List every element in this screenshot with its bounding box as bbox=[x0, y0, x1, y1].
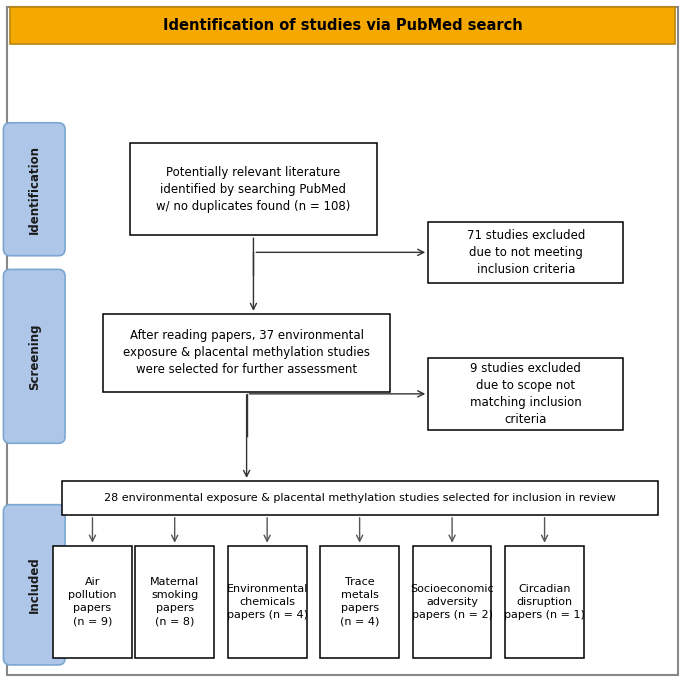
FancyBboxPatch shape bbox=[3, 123, 65, 256]
Text: Environmental
chemicals
papers (n = 4): Environmental chemicals papers (n = 4) bbox=[227, 584, 308, 620]
FancyBboxPatch shape bbox=[428, 358, 623, 430]
FancyBboxPatch shape bbox=[62, 481, 658, 515]
Text: Identification of studies via PubMed search: Identification of studies via PubMed sea… bbox=[162, 18, 523, 33]
FancyBboxPatch shape bbox=[412, 546, 492, 658]
FancyBboxPatch shape bbox=[3, 505, 65, 665]
Text: Included: Included bbox=[28, 557, 40, 613]
FancyBboxPatch shape bbox=[130, 143, 377, 235]
Text: Screening: Screening bbox=[28, 323, 40, 389]
Text: Trace
metals
papers
(n = 4): Trace metals papers (n = 4) bbox=[340, 577, 379, 627]
FancyBboxPatch shape bbox=[103, 314, 390, 392]
Text: 71 studies excluded
due to not meeting
inclusion criteria: 71 studies excluded due to not meeting i… bbox=[466, 229, 585, 276]
Text: Identification: Identification bbox=[28, 145, 40, 234]
FancyBboxPatch shape bbox=[227, 546, 307, 658]
Text: Socioeconomic
adversity
papers (n = 2): Socioeconomic adversity papers (n = 2) bbox=[410, 584, 494, 620]
Text: After reading papers, 37 environmental
exposure & placental methylation studies
: After reading papers, 37 environmental e… bbox=[123, 329, 370, 376]
Text: 9 studies excluded
due to scope not
matching inclusion
criteria: 9 studies excluded due to scope not matc… bbox=[470, 362, 582, 426]
FancyBboxPatch shape bbox=[3, 269, 65, 443]
FancyBboxPatch shape bbox=[53, 546, 132, 658]
Text: Maternal
smoking
papers
(n = 8): Maternal smoking papers (n = 8) bbox=[150, 577, 199, 627]
FancyBboxPatch shape bbox=[506, 546, 584, 658]
FancyBboxPatch shape bbox=[135, 546, 214, 658]
FancyBboxPatch shape bbox=[10, 7, 675, 44]
Text: 28 environmental exposure & placental methylation studies selected for inclusion: 28 environmental exposure & placental me… bbox=[103, 493, 616, 503]
FancyBboxPatch shape bbox=[320, 546, 399, 658]
Text: Circadian
disruption
papers (n = 1): Circadian disruption papers (n = 1) bbox=[504, 584, 585, 620]
FancyBboxPatch shape bbox=[428, 222, 623, 283]
Text: Air
pollution
papers
(n = 9): Air pollution papers (n = 9) bbox=[68, 577, 116, 627]
Text: Potentially relevant literature
identified by searching PubMed
w/ no duplicates : Potentially relevant literature identifi… bbox=[156, 166, 351, 213]
FancyBboxPatch shape bbox=[7, 7, 678, 675]
